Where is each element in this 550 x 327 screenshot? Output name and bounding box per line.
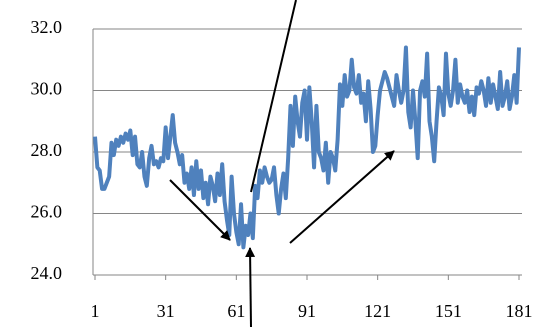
x-tick-label: 61 <box>227 301 245 321</box>
y-tick-label: 24.0 <box>31 263 63 283</box>
annotation-line <box>250 0 297 193</box>
y-tick-label: 26.0 <box>31 202 63 222</box>
y-tick-label: 32.0 <box>31 17 63 37</box>
annotation-arrow <box>245 247 256 327</box>
annotation-arrow <box>169 179 231 241</box>
y-tick-label: 28.0 <box>31 140 63 160</box>
plot-area: 24.0 26.0 28.0 30.0 32.0 1 31 61 91 121 151 181 <box>31 17 533 321</box>
annotation-arrow <box>289 150 395 244</box>
data-line <box>93 45 521 250</box>
x-tick-label: 151 <box>435 301 462 321</box>
x-tick-label: 1 <box>91 301 100 321</box>
x-tick-label: 181 <box>506 301 533 321</box>
x-tick-label: 31 <box>157 301 175 321</box>
annotations <box>169 0 395 327</box>
y-tick-label: 30.0 <box>31 79 63 99</box>
x-tick-label: 121 <box>364 301 391 321</box>
x-tick-label: 91 <box>298 301 316 321</box>
